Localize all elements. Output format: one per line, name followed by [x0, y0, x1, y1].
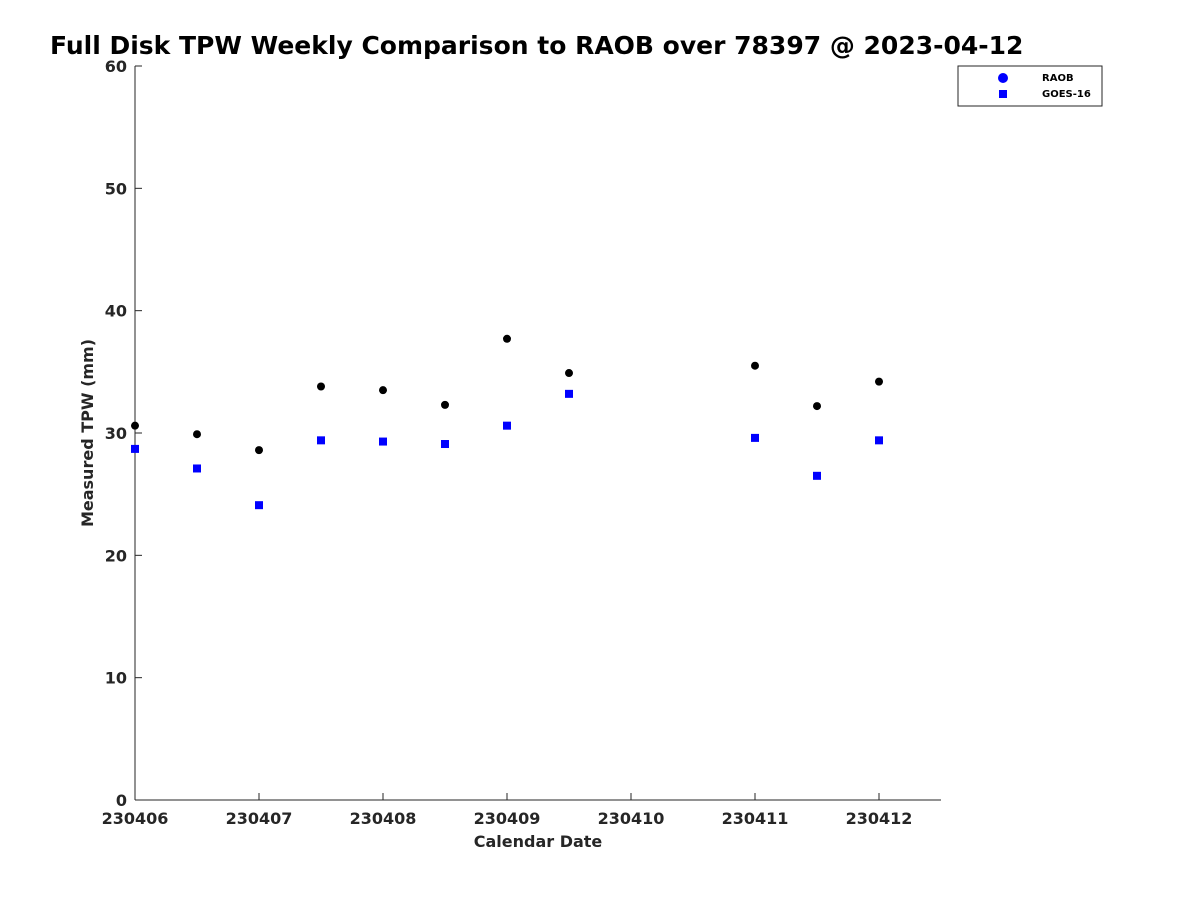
- data-point-goes-16: [441, 440, 449, 449]
- data-point-goes-16: [317, 436, 325, 445]
- y-axis-label: Measured TPW (mm): [78, 339, 97, 527]
- data-point-raob: [565, 369, 573, 378]
- data-point-raob: [503, 334, 511, 343]
- legend-box: [957, 65, 1103, 107]
- series-layer: [131, 334, 883, 510]
- legend-goes-marker: [999, 90, 1007, 98]
- data-point-goes-16: [379, 437, 387, 446]
- data-point-goes-16: [255, 501, 263, 510]
- data-point-goes-16: [131, 444, 139, 453]
- x-tick-label: 230408: [350, 809, 417, 828]
- data-point-goes-16: [503, 421, 511, 430]
- data-point-goes-16: [875, 436, 883, 445]
- y-axis-ticks: 0 10 20 30 40 50 60: [105, 57, 142, 810]
- x-tick-label: 230410: [598, 809, 665, 828]
- legend-raob-label: RAOB: [1042, 73, 1074, 84]
- legend: RAOB GOES-16: [957, 65, 1103, 107]
- x-axis-label: Calendar Date: [474, 832, 603, 851]
- data-point-raob: [441, 400, 449, 409]
- x-tick-label: 230411: [722, 809, 789, 828]
- y-tick-label: 0: [116, 791, 127, 810]
- data-point-raob: [875, 377, 883, 386]
- data-point-goes-16: [751, 433, 759, 442]
- data-point-goes-16: [813, 471, 821, 480]
- series-goes-16: [131, 389, 883, 510]
- data-point-raob: [379, 386, 387, 395]
- y-tick-label: 10: [105, 669, 127, 688]
- series-raob: [131, 334, 883, 455]
- y-tick-label: 40: [105, 302, 127, 321]
- legend-goes-label: GOES-16: [1042, 89, 1091, 100]
- data-point-raob: [131, 421, 139, 430]
- x-tick-label: 230407: [226, 809, 293, 828]
- y-tick-label: 30: [105, 424, 127, 443]
- data-point-raob: [255, 446, 263, 455]
- chart-title: Full Disk TPW Weekly Comparison to RAOB …: [50, 31, 1023, 60]
- data-point-goes-16: [193, 464, 201, 473]
- x-tick-label: 230406: [102, 809, 169, 828]
- x-tick-label: 230412: [846, 809, 913, 828]
- data-point-raob: [193, 430, 201, 439]
- data-point-raob: [751, 361, 759, 370]
- data-point-raob: [317, 382, 325, 391]
- y-tick-label: 20: [105, 546, 127, 565]
- data-point-raob: [813, 402, 821, 411]
- x-tick-label: 230409: [474, 809, 541, 828]
- y-tick-label: 60: [105, 57, 127, 76]
- data-point-goes-16: [565, 389, 573, 398]
- y-tick-label: 50: [105, 179, 127, 198]
- legend-raob-marker: [998, 73, 1008, 83]
- x-axis-ticks: 230406 230407 230408 230409 230410 230411 2304…: [102, 793, 913, 828]
